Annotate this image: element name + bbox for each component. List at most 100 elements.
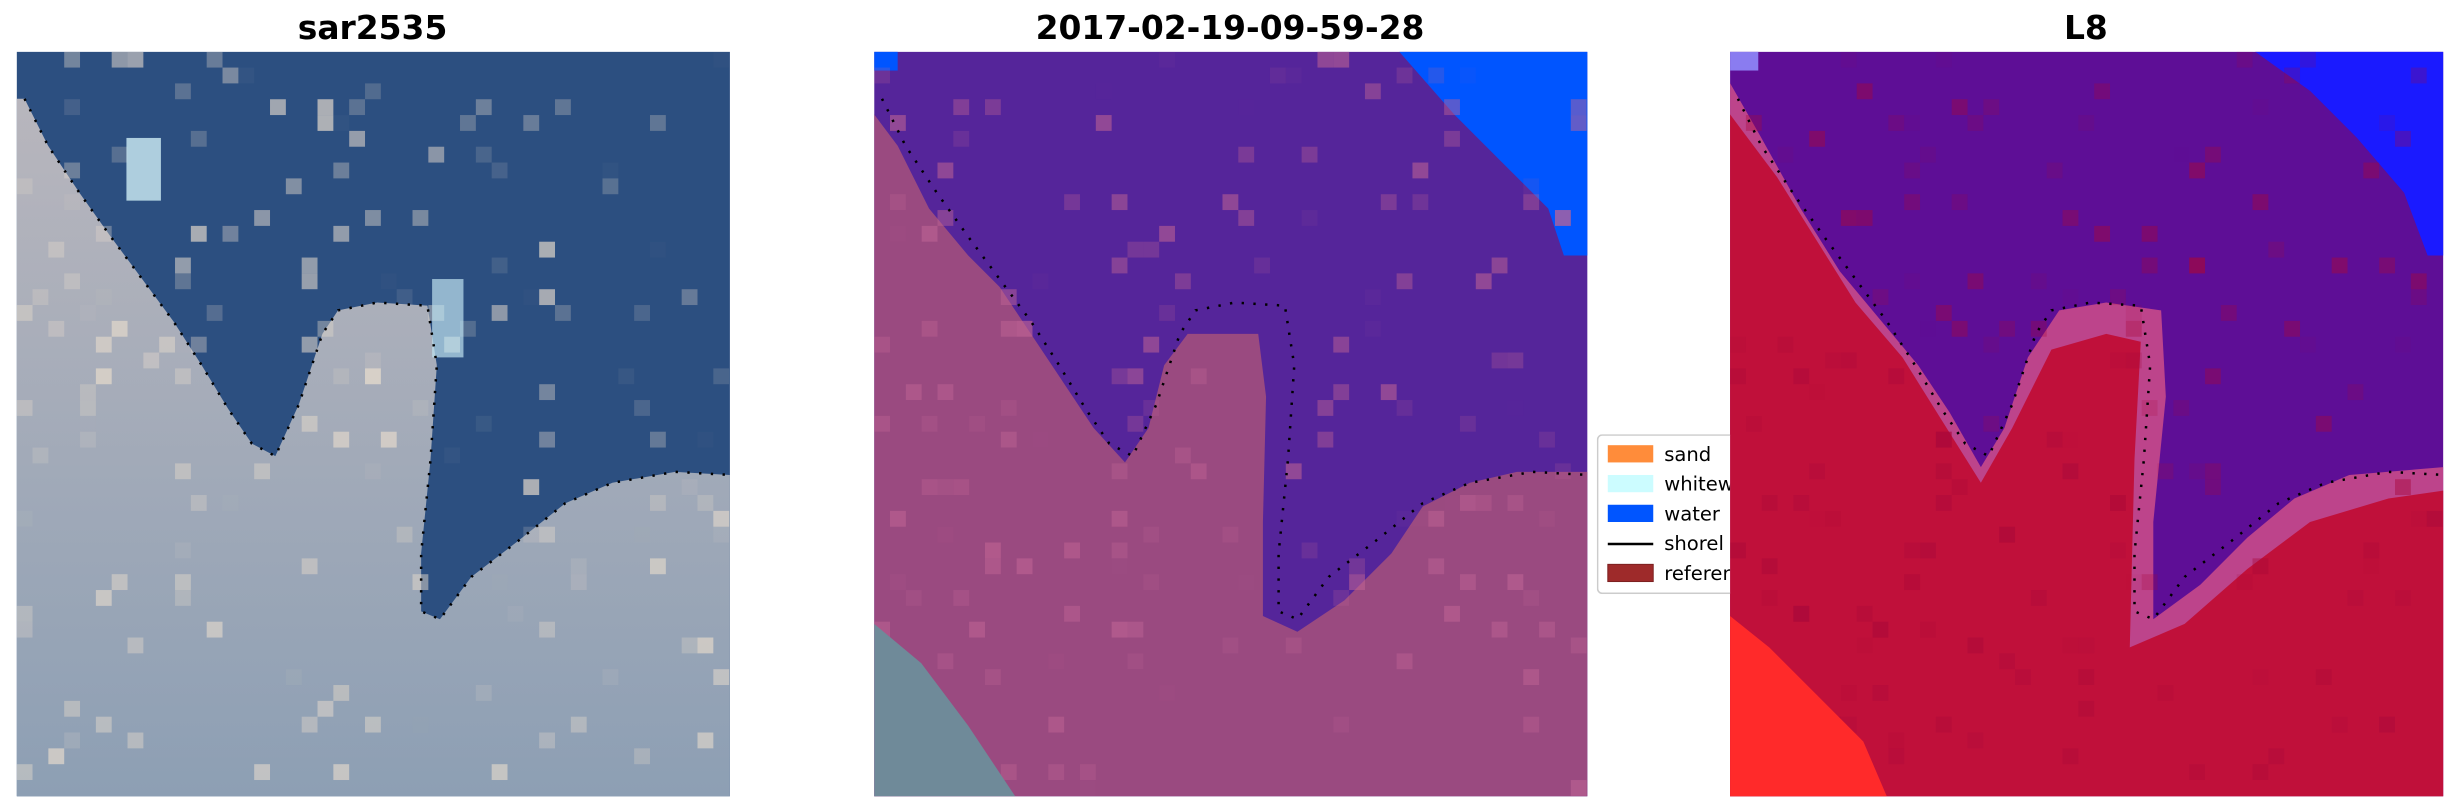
land-pixel xyxy=(2252,558,2269,575)
land-pixel xyxy=(1301,146,1318,163)
land-pixel xyxy=(1888,732,1905,749)
land-pixel xyxy=(1127,368,1144,385)
land-pixel xyxy=(16,510,33,527)
land-pixel xyxy=(1016,320,1033,337)
land-pixel xyxy=(1317,51,1334,68)
land-pixel xyxy=(2252,558,2269,575)
land-pixel xyxy=(1127,415,1144,432)
land-pixel xyxy=(333,685,350,701)
land-pixel xyxy=(333,685,350,701)
land-pixel xyxy=(1856,605,1873,622)
land-pixel xyxy=(2062,431,2079,448)
land-pixel xyxy=(1491,257,1508,274)
land-pixel xyxy=(570,716,587,733)
land-pixel xyxy=(1064,605,1080,622)
land-pixel xyxy=(1459,574,1476,591)
land-pixel xyxy=(1459,415,1476,432)
land-pixel xyxy=(1412,162,1429,179)
land-pixel xyxy=(95,336,112,353)
land-pixel xyxy=(650,115,666,131)
land-pixel xyxy=(2284,67,2301,84)
land-pixel xyxy=(1872,685,1889,701)
land-pixel xyxy=(2141,257,2158,274)
land-pixel xyxy=(222,67,239,84)
land-pixel xyxy=(428,146,445,163)
land-pixel xyxy=(2363,542,2380,559)
land-pixel xyxy=(1333,716,1350,733)
land-pixel xyxy=(2315,415,2332,432)
shoreline xyxy=(1736,98,2444,621)
land-pixel xyxy=(365,716,381,733)
land-pixel xyxy=(539,241,556,258)
land-pixel xyxy=(603,163,619,179)
land-pixel xyxy=(539,431,556,448)
land-pixel xyxy=(317,99,334,116)
land-pixel xyxy=(1793,495,1810,511)
land-pixel xyxy=(1285,637,1302,654)
land-pixel xyxy=(2268,748,2285,765)
land-pixel xyxy=(1254,257,1270,274)
land-pixel xyxy=(1507,400,1523,416)
land-pixel xyxy=(984,542,1001,559)
land-pixel xyxy=(713,52,729,68)
land-pixel xyxy=(1951,320,1968,337)
land-pixel xyxy=(1096,83,1112,99)
land-pixel xyxy=(1967,732,1984,749)
land-pixel xyxy=(2189,257,2206,274)
land-pixel xyxy=(1143,574,1160,591)
land-pixel xyxy=(2062,637,2079,654)
land-pixel xyxy=(523,115,540,131)
land-pixel xyxy=(1935,463,1952,480)
land-pixel xyxy=(905,384,922,401)
land-pixel xyxy=(1920,621,1936,638)
land-pixel xyxy=(570,558,587,575)
land-pixel xyxy=(889,225,906,242)
land-pixel xyxy=(127,637,144,654)
land-pixel xyxy=(713,526,730,543)
land-pixel xyxy=(1491,621,1508,638)
land-pixel xyxy=(1111,368,1128,385)
land-pixel xyxy=(1825,510,1841,527)
land-pixel xyxy=(681,637,698,654)
land-pixel xyxy=(969,415,985,432)
legend-label-water: water xyxy=(1664,502,1721,525)
land-pixel xyxy=(2015,669,2031,686)
land-pixel xyxy=(80,416,96,432)
land-pixel xyxy=(2284,67,2301,84)
land-pixel xyxy=(1064,542,1080,559)
land-pixel xyxy=(127,51,144,68)
land-pixel xyxy=(1444,495,1460,511)
land-pixel xyxy=(2395,479,2411,496)
land-pixel xyxy=(301,336,318,353)
land-pixel xyxy=(1730,336,1746,353)
land-pixel xyxy=(1904,574,1921,591)
land-pixel xyxy=(475,146,492,163)
land-pixel xyxy=(2236,574,2253,591)
land-pixel xyxy=(1935,495,1952,511)
land-pixel xyxy=(190,336,207,353)
land-pixel xyxy=(270,99,286,116)
land-pixel xyxy=(1190,368,1207,385)
land-pixel xyxy=(2379,115,2396,131)
land-pixel xyxy=(937,384,954,401)
land-pixel xyxy=(1904,542,1921,559)
land-pixel xyxy=(238,67,255,84)
land-pixel xyxy=(1127,368,1144,385)
land-pixel xyxy=(365,83,381,100)
land-pixel xyxy=(1333,51,1350,68)
shoreline xyxy=(23,98,730,621)
land-pixel xyxy=(1285,67,1302,84)
land-pixel xyxy=(1190,463,1207,480)
land-pixel xyxy=(1793,605,1810,622)
land-pixel xyxy=(1570,637,1587,654)
land-pixel xyxy=(634,400,650,416)
land-pixel xyxy=(1428,558,1445,575)
land-pixel xyxy=(1111,194,1128,211)
land-pixel xyxy=(1507,495,1524,511)
land-pixel xyxy=(1428,67,1445,84)
land-pixel xyxy=(2078,637,2095,654)
land-pixel xyxy=(2189,257,2206,274)
land-pixel xyxy=(2205,479,2221,496)
land-pixel xyxy=(889,510,906,527)
land-pixel xyxy=(1222,194,1239,211)
